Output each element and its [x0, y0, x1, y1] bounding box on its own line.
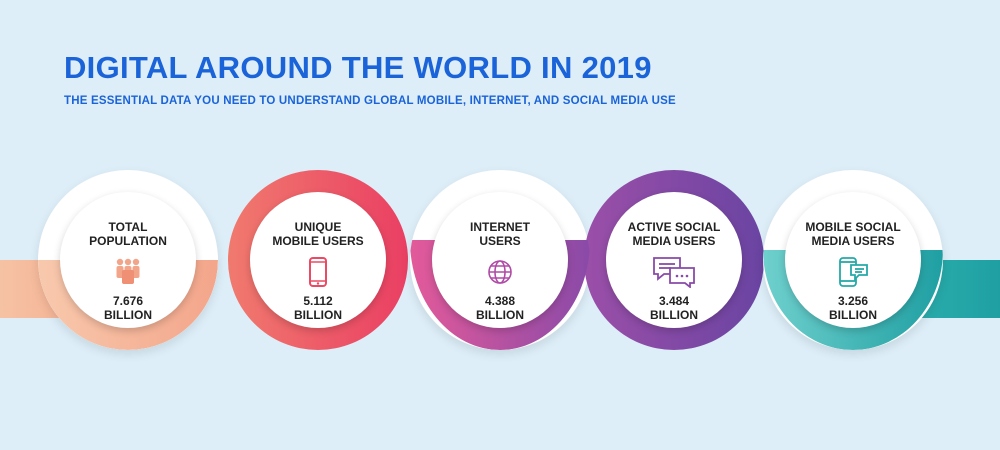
disc-internet: [432, 192, 568, 328]
people-icon: [111, 256, 145, 288]
stat-value: 4.388: [484, 294, 516, 308]
stat-total-population: TOTAL POPULATION 7.676 BILLION: [60, 192, 196, 328]
stat-value: 3.484: [658, 294, 690, 308]
stat-unit: BILLION: [829, 308, 877, 322]
stat-unit: BILLION: [104, 308, 152, 322]
stat-label: TOTAL POPULATION: [89, 220, 167, 248]
phone-chat-icon: [837, 256, 869, 288]
stat-mobile-social-media-users: MOBILE SOCIAL MEDIA USERS 3.256 BILLION: [785, 192, 921, 328]
disc-social: [606, 192, 742, 328]
stat-active-social-media-users: ACTIVE SOCIAL MEDIA USERS 3.484 BILLION: [606, 192, 742, 328]
stat-label: MOBILE SOCIAL MEDIA USERS: [805, 220, 901, 248]
stat-unit: BILLION: [294, 308, 342, 322]
stat-unit: BILLION: [650, 308, 698, 322]
chat-bubbles-icon: [652, 256, 696, 288]
stat-label: ACTIVE SOCIAL MEDIA USERS: [627, 220, 721, 248]
stat-label: UNIQUE MOBILE USERS: [272, 220, 364, 248]
stat-unit: BILLION: [476, 308, 524, 322]
page-title: DIGITAL AROUND THE WORLD IN 2019: [64, 50, 652, 85]
page-subtitle: THE ESSENTIAL DATA YOU NEED TO UNDERSTAN…: [64, 95, 676, 107]
disc-mobile-social: [785, 192, 921, 328]
disc-mobile: [250, 192, 386, 328]
stat-label: INTERNET USERS: [470, 220, 530, 248]
stat-internet-users: INTERNET USERS 4.388 BILLION: [432, 192, 568, 328]
stat-value: 7.676: [112, 294, 144, 308]
mobile-phone-icon: [308, 256, 328, 288]
globe-icon: [486, 256, 514, 288]
stat-value: 5.112: [303, 294, 333, 308]
stat-unique-mobile-users: UNIQUE MOBILE USERS 5.112 BILLION: [250, 192, 386, 328]
stat-value: 3.256: [837, 294, 869, 308]
